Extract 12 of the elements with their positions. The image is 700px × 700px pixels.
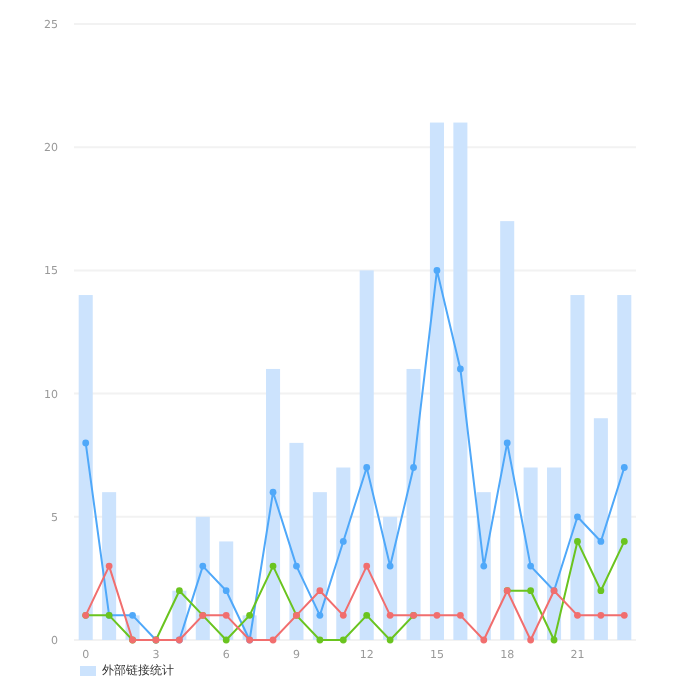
bar bbox=[593, 418, 608, 640]
bar bbox=[406, 368, 421, 640]
bar bbox=[429, 122, 444, 640]
bar bbox=[617, 295, 632, 640]
bar bbox=[453, 122, 468, 640]
bar bbox=[500, 221, 515, 640]
bar bbox=[359, 270, 374, 640]
bar bbox=[78, 295, 93, 640]
bar bbox=[195, 516, 210, 640]
bar bbox=[289, 442, 304, 640]
bar bbox=[570, 295, 585, 640]
bar bbox=[336, 467, 351, 640]
